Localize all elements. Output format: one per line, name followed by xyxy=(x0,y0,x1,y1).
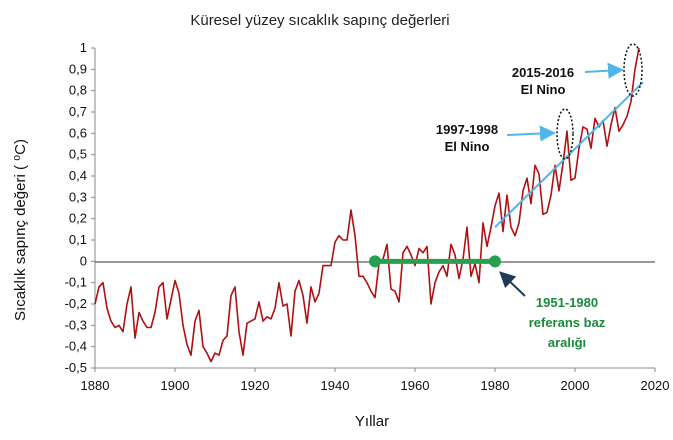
el-nino-2016-label-name: El Nino xyxy=(521,82,566,97)
el-nino-2016-label-year: 2015-2016 xyxy=(512,65,574,80)
baseline-label-line1: 1951-1980 xyxy=(536,295,598,310)
y-tick-label: 0,5 xyxy=(69,147,87,162)
baseline-label-line3: aralığı xyxy=(548,335,586,350)
el-nino-1998-label-name: El Nino xyxy=(445,139,490,154)
el-nino-1998-label-year: 1997-1998 xyxy=(436,122,498,137)
y-tick-label: 1 xyxy=(80,40,87,55)
x-tick-label: 1980 xyxy=(481,378,510,393)
y-tick-label: -0,5 xyxy=(65,360,87,375)
x-axis-label: Yıllar xyxy=(355,413,389,430)
baseline-arrow xyxy=(499,271,526,297)
x-tick-label: 1940 xyxy=(321,378,350,393)
el-nino-2016-arrow xyxy=(584,62,624,79)
el-nino-2016-highlight xyxy=(623,43,643,97)
y-tick-label: -0,4 xyxy=(65,339,87,354)
x-ticks: 1880 1900 1920 1940 1960 1980 2000 2020 xyxy=(81,368,670,393)
y-tick-label: 0,3 xyxy=(69,189,87,204)
temperature-series-line xyxy=(94,47,640,363)
y-tick-label: 0,4 xyxy=(69,168,87,183)
x-tick-label: 1900 xyxy=(161,378,190,393)
y-tick-label: 0 xyxy=(80,253,87,268)
x-tick-label: 1960 xyxy=(401,378,430,393)
y-axis-label: Sıcaklık sapınç değeri ( ⁰C) xyxy=(12,139,29,321)
y-tick-label: -0,2 xyxy=(65,296,87,311)
baseline-label-line2: referans baz xyxy=(529,315,606,330)
x-tick-label: 2020 xyxy=(641,378,670,393)
y-tick-label: 0,2 xyxy=(69,211,87,226)
y-tick-label: 0,6 xyxy=(69,125,87,140)
y-ticks: -0,5 -0,4 -0,3 -0,2 -0,1 0 0,1 0,2 0,3 0,4 0,5 0,6 0… xyxy=(65,40,95,375)
el-nino-1998-arrow xyxy=(506,125,556,142)
y-tick-label: 0,1 xyxy=(69,232,87,247)
el-nino-1998-highlight xyxy=(556,108,574,160)
x-tick-label: 2000 xyxy=(561,378,590,393)
chart-title: Küresel yüzey sıcaklık sapınç değerleri xyxy=(190,12,449,29)
y-tick-label: -0,3 xyxy=(65,317,87,332)
y-tick-label: 0,7 xyxy=(69,104,87,119)
x-tick-label: 1920 xyxy=(241,378,270,393)
x-tick-label: 1880 xyxy=(81,378,110,393)
baseline-start-dot xyxy=(369,255,381,268)
baseline-end-dot xyxy=(489,255,501,268)
y-tick-label: -0,1 xyxy=(65,275,87,290)
y-tick-label: 0,9 xyxy=(69,61,87,76)
y-tick-label: 0,8 xyxy=(69,83,87,98)
